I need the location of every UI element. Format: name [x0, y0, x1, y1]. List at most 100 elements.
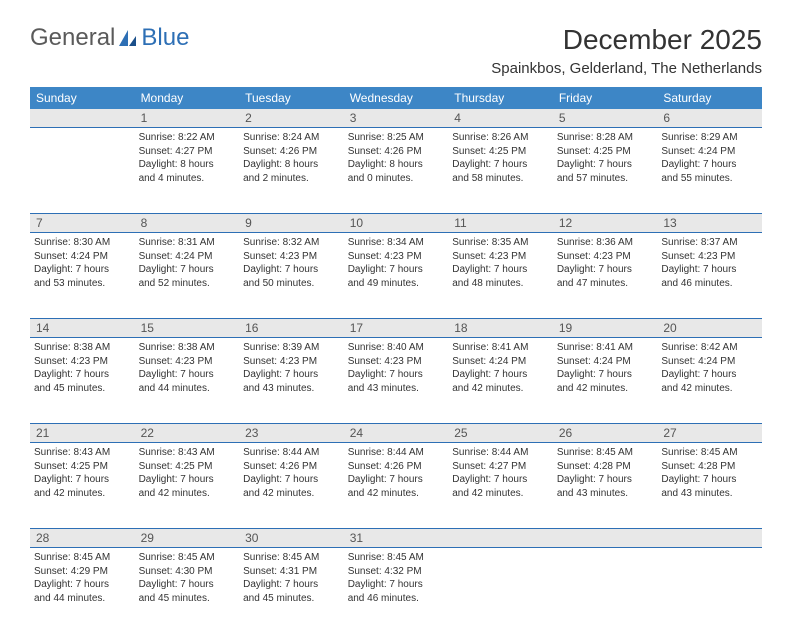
header: General Blue December 2025 Spainkbos, Ge… [30, 24, 762, 77]
sunrise-text: Sunrise: 8:45 AM [557, 446, 654, 460]
day-cell: Sunrise: 8:40 AMSunset: 4:23 PMDaylight:… [344, 338, 449, 424]
calendar-table: Sunday Monday Tuesday Wednesday Thursday… [30, 87, 762, 634]
day-cell: Sunrise: 8:37 AMSunset: 4:23 PMDaylight:… [657, 233, 762, 319]
day-number: 4 [448, 109, 553, 128]
day-cell: Sunrise: 8:45 AMSunset: 4:29 PMDaylight:… [30, 548, 135, 634]
daylight2-text: and 57 minutes. [557, 172, 654, 186]
day-number: 20 [657, 319, 762, 338]
brand-part1: General [30, 24, 115, 52]
day-number: 23 [239, 424, 344, 443]
daylight2-text: and 42 minutes. [452, 487, 549, 501]
day-detail-row: Sunrise: 8:30 AMSunset: 4:24 PM Daylight:… [30, 233, 762, 319]
sunrise-text: Sunrise: 8:22 AM [139, 131, 236, 145]
day-number: 3 [344, 109, 449, 128]
sunset-text: Sunset: 4:28 PM [661, 460, 758, 474]
weekday-header: Saturday [657, 87, 762, 109]
sunset-text: Sunset: 4:26 PM [243, 460, 340, 474]
sunset-text: Sunset: 4:23 PM [661, 250, 758, 264]
day-cell: Sunrise: 8:26 AMSunset: 4:25 PMDaylight:… [448, 128, 553, 214]
daylight2-text: and 46 minutes. [661, 277, 758, 291]
sunset-text: Sunset: 4:24 PM [661, 355, 758, 369]
day-number [553, 529, 658, 548]
sunset-text: Sunset: 4:24 PM [34, 250, 131, 264]
sunrise-text: Sunrise: 8:45 AM [139, 551, 236, 565]
month-title: December 2025 [491, 24, 762, 56]
daylight2-text: and 53 minutes. [34, 277, 131, 291]
sunrise-text: Sunrise: 8:34 AM [348, 236, 445, 250]
day-cell [448, 548, 553, 634]
day-cell: Sunrise: 8:41 AMSunset: 4:24 PMDaylight:… [448, 338, 553, 424]
day-number: 19 [553, 319, 658, 338]
daylight1-text: Daylight: 7 hours [243, 578, 340, 592]
day-cell: Sunrise: 8:44 AMSunset: 4:26 PMDaylight:… [239, 443, 344, 529]
day-number [448, 529, 553, 548]
sunset-text: Sunset: 4:24 PM [661, 145, 758, 159]
day-cell: Sunrise: 8:25 AMSunset: 4:26 PMDaylight:… [344, 128, 449, 214]
daylight2-text: and 42 minutes. [348, 487, 445, 501]
sunset-text: Sunset: 4:23 PM [243, 355, 340, 369]
sunset-text: Sunset: 4:25 PM [557, 145, 654, 159]
daylight2-text: and 2 minutes. [243, 172, 340, 186]
day-cell: Sunrise: 8:36 AMSunset: 4:23 PMDaylight:… [553, 233, 658, 319]
daylight1-text: Daylight: 7 hours [139, 578, 236, 592]
day-number: 6 [657, 109, 762, 128]
daylight1-text: Daylight: 7 hours [452, 263, 549, 277]
day-number: 21 [30, 424, 135, 443]
daylight1-text: Daylight: 7 hours [243, 263, 340, 277]
daylight2-text: and 55 minutes. [661, 172, 758, 186]
daylight2-text: and 52 minutes. [139, 277, 236, 291]
day-number: 8 [135, 214, 240, 233]
daylight2-text: and 42 minutes. [661, 382, 758, 396]
day-number: 11 [448, 214, 553, 233]
day-number-row: 123456 [30, 109, 762, 128]
sunrise-text: Sunrise: 8:43 AM [34, 446, 131, 460]
day-number: 2 [239, 109, 344, 128]
sunrise-text: Sunrise: 8:40 AM [348, 341, 445, 355]
sunrise-text: Sunrise: 8:44 AM [348, 446, 445, 460]
day-number: 9 [239, 214, 344, 233]
daylight1-text: Daylight: 8 hours [243, 158, 340, 172]
sunset-text: Sunset: 4:29 PM [34, 565, 131, 579]
brand-logo: General Blue [30, 24, 189, 52]
day-cell: Sunrise: 8:39 AMSunset: 4:23 PMDaylight:… [239, 338, 344, 424]
day-detail-row: Sunrise: 8:43 AM Sunset: 4:25 PM Daylight:… [30, 443, 762, 529]
sunrise-text: Sunrise: 8:37 AM [661, 236, 758, 250]
weekday-header: Thursday [448, 87, 553, 109]
day-cell: Sunrise: 8:45 AMSunset: 4:30 PMDaylight:… [135, 548, 240, 634]
day-number: 27 [657, 424, 762, 443]
sunrise-text: Sunrise: 8:35 AM [452, 236, 549, 250]
day-cell: Sunrise: 8:45 AMSunset: 4:28 PMDaylight:… [553, 443, 658, 529]
day-cell: Sunrise: 8:43 AMSunset: 4:25 PMDaylight:… [30, 443, 135, 529]
sunset-text: Sunset: 4:27 PM [452, 460, 549, 474]
sunset-text: Sunset: 4:24 PM [557, 355, 654, 369]
sunrise-text: Sunrise: 8:28 AM [557, 131, 654, 145]
day-cell: Sunrise: 8:28 AMSunset: 4:25 PMDaylight:… [553, 128, 658, 214]
weekday-header: Tuesday [239, 87, 344, 109]
daylight1-text: Daylight: 7 hours [34, 578, 131, 592]
sunset-text: Sunset: 4:24 PM [452, 355, 549, 369]
day-number: 24 [344, 424, 449, 443]
day-number: 17 [344, 319, 449, 338]
sunset-text: Sunset: 4:25 PM [452, 145, 549, 159]
sunset-text: Sunset: 4:25 PM [139, 460, 236, 474]
daylight2-text: and 46 minutes. [348, 592, 445, 606]
daylight1-text: Daylight: 7 hours [243, 473, 340, 487]
daylight2-text: and 58 minutes. [452, 172, 549, 186]
day-detail-row: Sunrise: 8:38 AMSunset: 4:23 PMDaylight:… [30, 338, 762, 424]
day-number: 1 [135, 109, 240, 128]
sunrise-text: Sunrise: 8:30 AM [34, 236, 131, 250]
sunset-text: Sunset: 4:23 PM [34, 355, 131, 369]
sunrise-text: Sunrise: 8:24 AM [243, 131, 340, 145]
day-number: 26 [553, 424, 658, 443]
daylight2-text: and 42 minutes. [557, 382, 654, 396]
daylight1-text: Daylight: 7 hours [661, 368, 758, 382]
weekday-header: Sunday [30, 87, 135, 109]
sunset-text: Sunset: 4:31 PM [243, 565, 340, 579]
sunrise-text: Sunrise: 8:29 AM [661, 131, 758, 145]
daylight2-text: and 45 minutes. [34, 382, 131, 396]
title-block: December 2025 Spainkbos, Gelderland, The… [491, 24, 762, 77]
day-number: 12 [553, 214, 658, 233]
day-number: 29 [135, 529, 240, 548]
daylight1-text: Daylight: 7 hours [139, 263, 236, 277]
weekday-header: Monday [135, 87, 240, 109]
